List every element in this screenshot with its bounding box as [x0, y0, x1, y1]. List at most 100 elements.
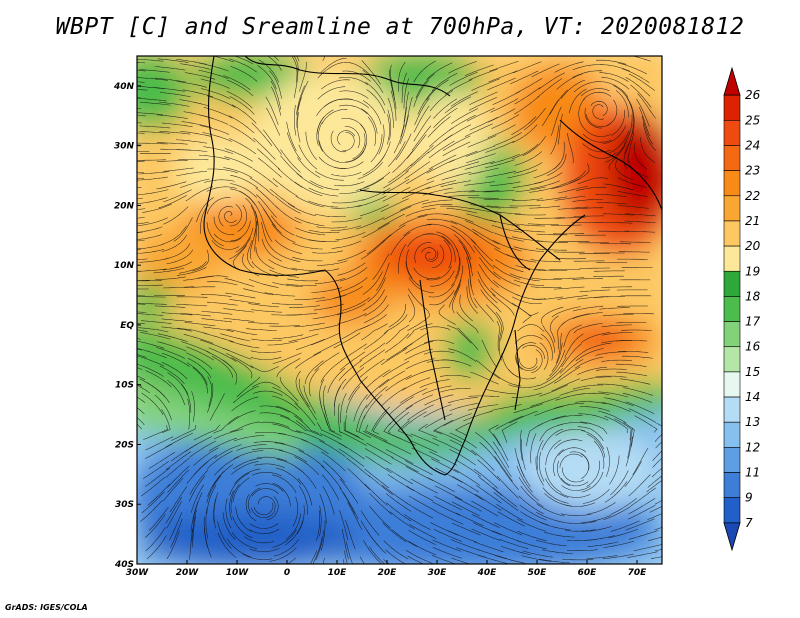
streamline	[463, 410, 493, 422]
streamline	[381, 387, 406, 407]
streamline	[590, 100, 608, 116]
streamline	[163, 189, 192, 203]
streamline	[360, 204, 390, 217]
streamline	[371, 406, 390, 432]
streamline	[348, 376, 368, 401]
streamline	[138, 69, 170, 73]
streamline	[579, 406, 611, 412]
colorbar-label: 21	[745, 214, 760, 228]
streamline	[363, 540, 383, 564]
streamline	[407, 294, 416, 323]
streamline	[137, 296, 166, 298]
streamline	[192, 516, 196, 548]
streamline	[137, 407, 145, 415]
streamline	[138, 189, 169, 196]
streamline	[431, 458, 459, 474]
streamline	[491, 404, 522, 411]
streamline	[286, 132, 302, 161]
streamline	[446, 208, 478, 214]
streamline	[586, 460, 600, 487]
streamline	[650, 556, 662, 559]
streamline	[137, 176, 168, 181]
streamline	[137, 178, 145, 180]
streamline	[441, 171, 472, 181]
streamline	[189, 469, 209, 495]
streamline	[165, 451, 191, 471]
streamline	[558, 359, 584, 379]
streamline	[582, 133, 612, 143]
streamline	[334, 181, 365, 187]
streamline	[366, 89, 386, 114]
streamline	[603, 505, 632, 520]
streamline	[493, 373, 522, 387]
streamline	[492, 294, 515, 316]
streamline	[233, 458, 262, 470]
streamline	[622, 355, 653, 359]
streamline	[454, 248, 460, 279]
streamline	[426, 62, 453, 80]
streamline	[522, 550, 553, 558]
streamline	[449, 432, 477, 449]
streamline	[468, 264, 475, 296]
streamline	[466, 286, 479, 314]
streamline	[272, 352, 302, 364]
streamline	[624, 114, 633, 144]
streamline	[572, 277, 604, 280]
streamline	[454, 421, 472, 437]
streamline	[440, 180, 472, 187]
colorbar-swatch	[723, 321, 741, 348]
streamline	[605, 446, 610, 477]
streamline	[286, 557, 296, 564]
streamline	[617, 205, 649, 209]
streamline	[251, 338, 283, 341]
streamline	[432, 547, 462, 559]
streamline	[511, 116, 537, 135]
streamline	[180, 178, 210, 189]
colorbar-label: 12	[745, 440, 760, 454]
streamline	[542, 324, 555, 353]
streamline	[448, 279, 462, 308]
streamline	[421, 204, 453, 208]
streamline	[521, 555, 552, 562]
streamline	[224, 278, 255, 287]
streamline	[561, 343, 582, 368]
streamline	[249, 528, 280, 534]
streamline	[560, 79, 585, 100]
streamline	[651, 467, 662, 478]
streamline	[362, 187, 391, 201]
streamline	[569, 163, 590, 184]
streamline	[432, 539, 462, 552]
streamline	[391, 529, 418, 547]
colorbar-label: 14	[745, 390, 760, 404]
streamline	[207, 376, 212, 407]
streamline	[407, 404, 434, 421]
streamline	[433, 98, 458, 119]
streamline	[250, 365, 279, 372]
streamline	[173, 217, 193, 242]
streamline	[254, 220, 258, 252]
streamline	[295, 420, 323, 437]
streamline	[413, 80, 430, 107]
streamline	[633, 544, 662, 552]
streamline	[647, 475, 662, 488]
streamline	[517, 458, 531, 487]
streamline	[572, 199, 603, 202]
streamline	[595, 59, 627, 65]
streamline	[449, 448, 476, 466]
streamline	[251, 507, 276, 518]
streamline	[182, 89, 213, 98]
streamline	[553, 286, 585, 290]
streamline	[582, 126, 611, 137]
streamline	[452, 476, 479, 493]
streamline	[537, 78, 563, 98]
streamline	[273, 56, 279, 61]
streamline	[630, 487, 657, 507]
streamline	[600, 64, 630, 72]
streamline	[450, 91, 479, 107]
colorbar-label: 26	[745, 88, 761, 102]
streamline	[365, 81, 386, 106]
streamline	[256, 456, 288, 462]
colorbar-swatch	[723, 447, 741, 473]
streamline	[156, 142, 188, 145]
